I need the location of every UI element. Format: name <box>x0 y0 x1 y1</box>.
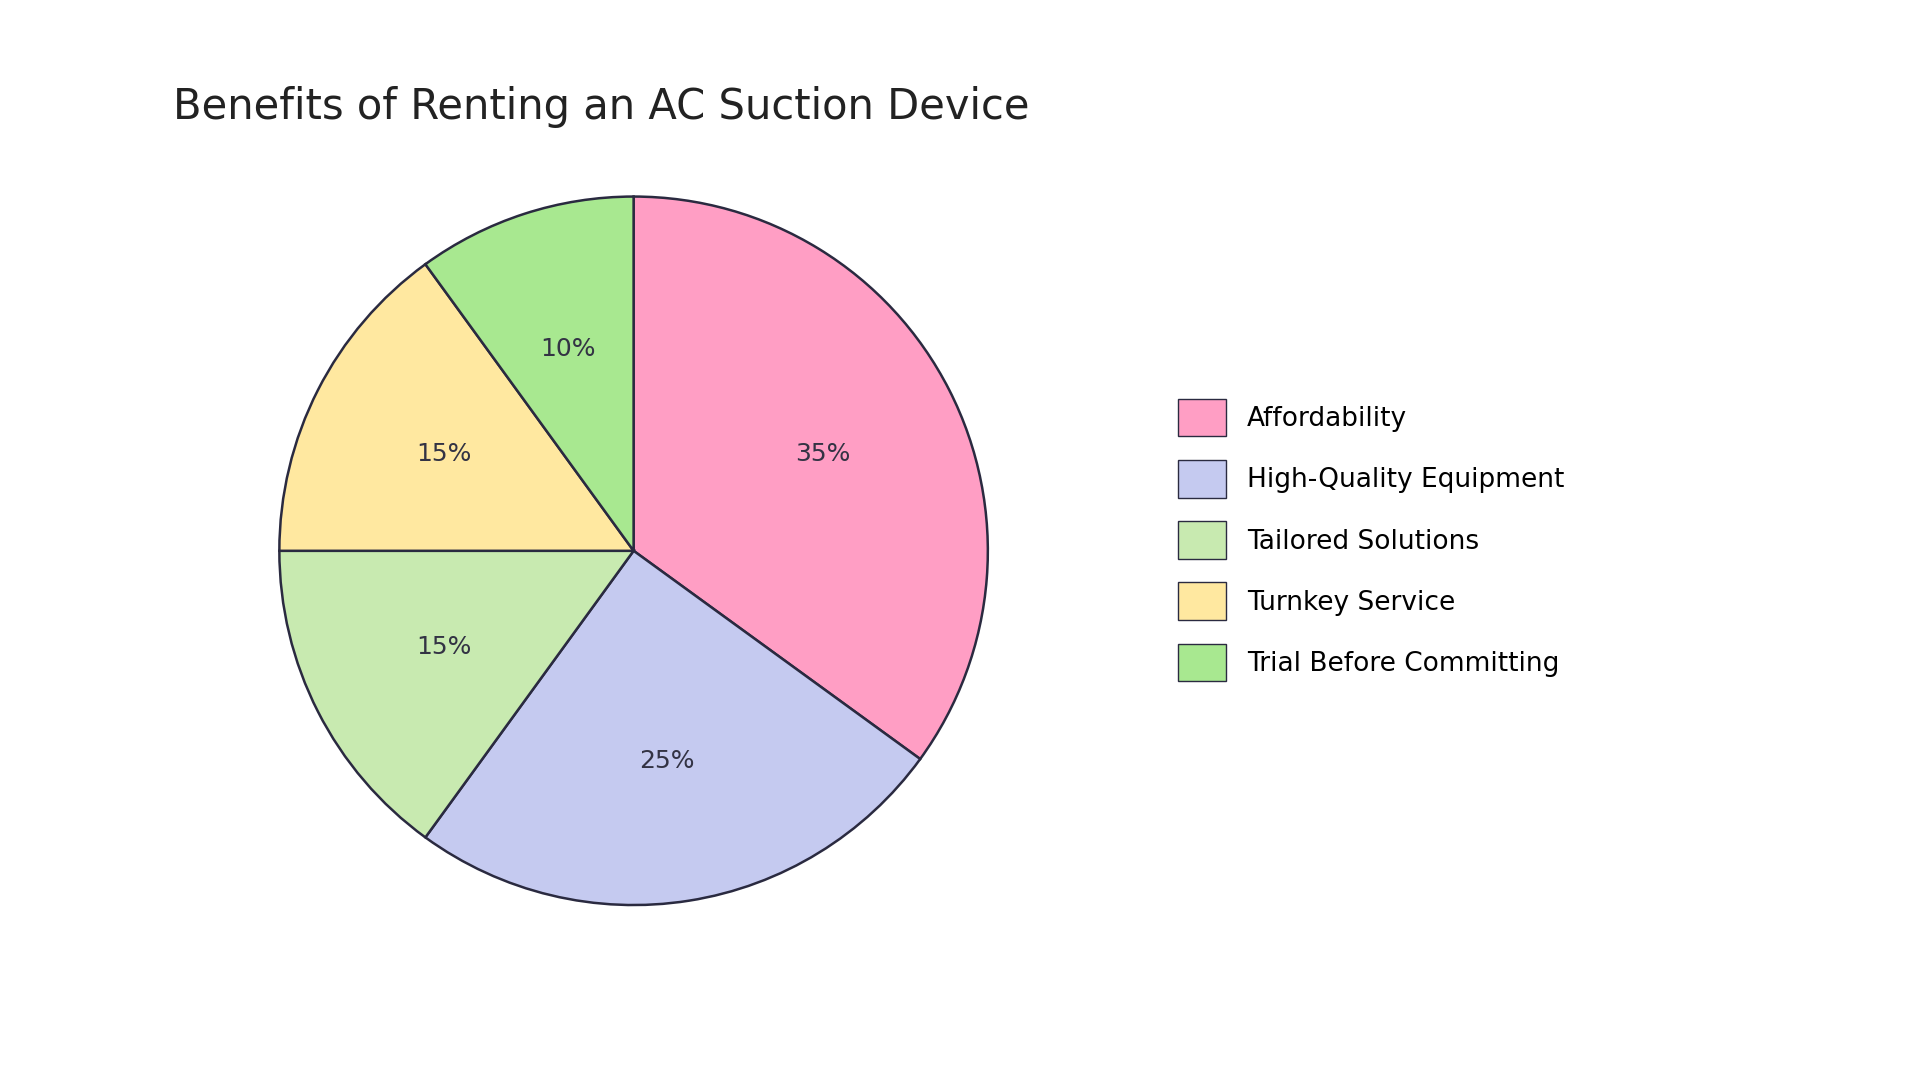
Wedge shape <box>426 197 634 551</box>
Wedge shape <box>426 551 920 905</box>
Wedge shape <box>278 551 634 837</box>
Wedge shape <box>634 197 987 759</box>
Text: 15%: 15% <box>417 635 472 659</box>
Legend: Affordability, High-Quality Equipment, Tailored Solutions, Turnkey Service, Tria: Affordability, High-Quality Equipment, T… <box>1165 386 1578 694</box>
Text: 10%: 10% <box>540 337 595 361</box>
Text: 35%: 35% <box>795 443 851 467</box>
Wedge shape <box>278 265 634 551</box>
Text: Benefits of Renting an AC Suction Device: Benefits of Renting an AC Suction Device <box>173 86 1029 129</box>
Text: 25%: 25% <box>639 748 695 772</box>
Text: 15%: 15% <box>417 443 472 467</box>
